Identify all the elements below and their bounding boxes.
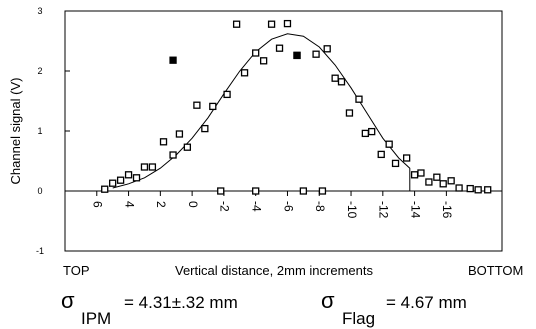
data-point (259, 57, 268, 65)
data-point (267, 20, 276, 28)
fit-curve (112, 33, 411, 191)
data-point (455, 184, 463, 192)
x-tick-label: 2 (154, 201, 168, 208)
data-point (403, 154, 411, 162)
data-point (368, 127, 376, 136)
data-point (183, 143, 192, 151)
x-tick-label: -14 (408, 201, 422, 219)
data-point (283, 19, 292, 28)
data-point (209, 102, 217, 111)
data-points (101, 19, 492, 195)
data-point (116, 176, 125, 184)
y-axis-title: Channel signal (V) (8, 78, 23, 185)
data-point (474, 186, 482, 194)
x-tick-label: -8 (313, 201, 327, 212)
data-point (252, 187, 260, 195)
data-point (323, 45, 331, 53)
data-point (252, 49, 260, 57)
data-point (169, 151, 177, 159)
data-point (193, 101, 201, 109)
data-point (232, 20, 241, 28)
data-point (345, 109, 354, 117)
sigma-flag-subscript: Flag (342, 309, 375, 328)
y-tick-label: 0 (37, 186, 42, 196)
data-point (109, 179, 117, 187)
plot-frame (64, 10, 503, 252)
x-tick-label: -12 (377, 201, 391, 219)
data-point-filled (293, 51, 301, 60)
data-point (331, 74, 339, 82)
data-point (355, 95, 363, 103)
x-tick-label: 4 (122, 201, 136, 208)
data-point (391, 159, 400, 168)
data-point (377, 150, 385, 159)
data-point (132, 174, 141, 182)
data-point (425, 178, 433, 186)
data-point (385, 140, 393, 148)
fit-curve-path (112, 33, 411, 191)
sigma-ipm-subscript: IPM (81, 309, 111, 328)
x-ticks: 6 4 2 0 -2 -4 -6 -8 -10 -12 -14 -16 (91, 191, 454, 219)
x-tick-label: -10 (345, 201, 359, 219)
sigma-flag-symbol: σ (321, 288, 335, 313)
data-point (240, 69, 249, 77)
data-point (433, 173, 441, 181)
x-axis-title: Vertical distance, 2mm increments (175, 263, 373, 278)
data-point (299, 187, 308, 195)
y-tick-label: -1 (36, 246, 44, 256)
sigma-flag-value: = 4.67 mm (386, 293, 467, 312)
y-tick-label: 1 (37, 126, 42, 136)
data-point (417, 169, 425, 177)
x-tick-label: 6 (91, 201, 105, 208)
data-point (175, 130, 184, 138)
data-point (337, 78, 346, 86)
data-point (447, 177, 455, 185)
y-ticks (65, 10, 70, 252)
data-point (361, 129, 369, 138)
data-point (439, 180, 447, 188)
data-point (124, 171, 133, 179)
data-point (318, 187, 327, 195)
data-point (159, 138, 168, 146)
data-point (217, 187, 225, 195)
x-tick-label: 0 (186, 201, 200, 208)
data-point (148, 163, 157, 171)
top-label: TOP (63, 263, 90, 278)
sigma-ipm-symbol: σ (61, 288, 75, 313)
data-point (312, 50, 320, 58)
sigma-ipm-value: = 4.31±.32 mm (124, 293, 238, 312)
data-point (410, 171, 419, 179)
x-tick-label: -4 (250, 201, 264, 212)
data-point (275, 44, 284, 52)
bottom-label: BOTTOM (468, 263, 523, 278)
x-tick-label: -2 (218, 201, 232, 212)
y-tick-label: 2 (37, 66, 42, 76)
data-point-filled (169, 56, 177, 64)
y-tick-labels: 3 2 1 0 -1 (36, 6, 44, 256)
data-point (466, 184, 474, 193)
data-point (484, 186, 492, 194)
y-tick-label: 3 (37, 6, 42, 16)
data-point (223, 90, 231, 99)
data-point (201, 124, 209, 133)
x-tick-label: -6 (281, 201, 295, 212)
x-tick-label: -16 (440, 201, 454, 219)
data-point (101, 185, 109, 193)
data-point (140, 163, 149, 171)
